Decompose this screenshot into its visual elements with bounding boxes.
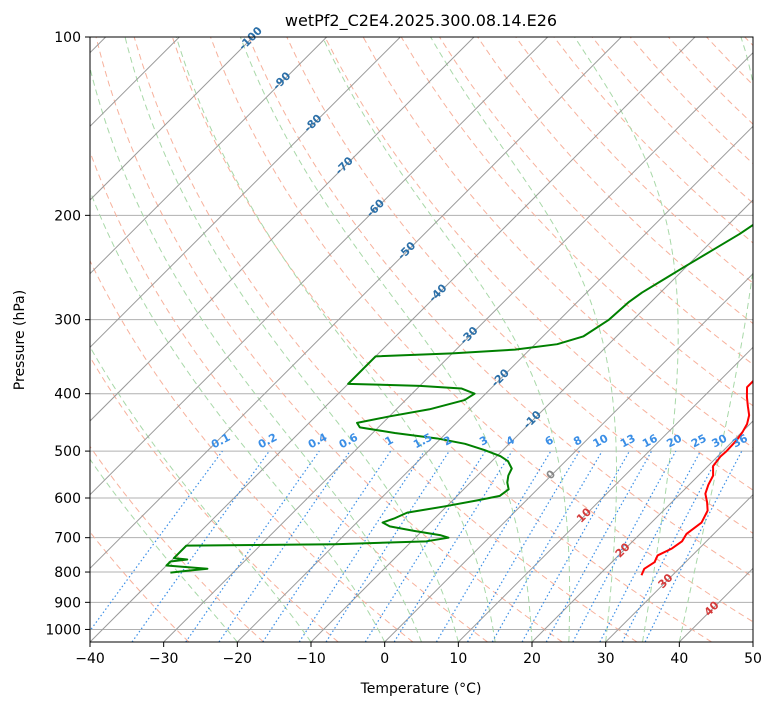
x-tick-label: 30: [597, 651, 615, 667]
moist-adiabat-line: [90, 189, 386, 642]
isotherm-line: [531, 420, 753, 642]
isotherm-line: [90, 37, 622, 570]
dry-adiabat-line: [210, 37, 753, 623]
x-axis-label: Temperature (°C): [360, 681, 482, 697]
moist-adiabat-line: [678, 37, 753, 642]
dry-adiabat-line: [90, 445, 264, 642]
y-tick-label: 500: [54, 444, 81, 460]
x-tick-label: −20: [223, 651, 253, 667]
y-tick-label: 300: [54, 313, 81, 329]
isotherm-line: [236, 125, 753, 642]
isotherm-line: [90, 37, 475, 422]
dry-adiabat-line: [324, 37, 753, 491]
isotherm-line: [384, 272, 753, 642]
x-axis: −40 −30 −20 −10 0 10 20 30 40 50: [75, 642, 762, 667]
mixing-ratio-label: 20: [664, 432, 684, 451]
mixing-ratio-line: [325, 450, 450, 642]
dry-adiabat-line: [515, 37, 753, 284]
isotherm-line: [90, 37, 696, 642]
x-tick-label: −10: [296, 651, 326, 667]
dry-adiabat-line: [90, 356, 339, 642]
mixing-ratio-line: [90, 450, 223, 632]
mixing-ratio-label: 13: [618, 432, 638, 451]
moist-adiabat-line: [90, 66, 422, 642]
mixing-ratio-line: [644, 450, 743, 642]
moist-adiabat-line: [430, 37, 618, 642]
dry-adiabat-line: [133, 37, 638, 642]
mixing-ratio-line: [298, 450, 425, 642]
y-axis-label: Pressure (hPa): [12, 290, 28, 390]
mixing-ratio-line: [185, 450, 320, 642]
mixing-ratio-line: [545, 450, 653, 642]
x-tick-label: −30: [149, 651, 179, 667]
y-axis: 100 200 300 400 500 600 700 800 900 1000: [45, 30, 90, 638]
mixing-ratio-label: 36: [730, 432, 750, 451]
dry-adiabat-line: [90, 259, 414, 642]
mixing-ratio-line: [262, 450, 392, 642]
chart-title: wetPf2_C2E4.2025.300.08.14.E26: [285, 11, 557, 31]
mixing-ratio-line: [393, 450, 513, 642]
mixing-ratio-line: [572, 450, 677, 642]
y-tick-label: 600: [54, 491, 81, 507]
plot-frame: [89, 36, 754, 643]
moist-adiabat-line: [239, 37, 533, 642]
isotherm-line: [90, 37, 401, 349]
mixing-ratio-line: [218, 450, 351, 642]
x-tick-label: 40: [670, 651, 688, 667]
dry-adiabat-line: [95, 37, 563, 642]
y-tick-label: 1000: [45, 622, 81, 638]
moist-adiabat-line: [90, 458, 238, 642]
y-tick-label: 400: [54, 387, 81, 403]
y-tick-label: 200: [54, 208, 81, 224]
isotherm-line: [90, 37, 328, 275]
moist-adiabat-line: [124, 37, 459, 642]
mixing-ratio-line: [131, 450, 270, 642]
mixing-ratio-line: [521, 450, 631, 642]
x-tick-label: 20: [523, 651, 541, 667]
dry-adiabat-line: [248, 37, 753, 578]
dry-adiabat-line: [286, 37, 753, 534]
isotherm-line: [90, 37, 254, 201]
x-tick-label: 10: [449, 651, 467, 667]
dry-adiabat-line: [171, 37, 712, 642]
dewpoint-line: [165, 223, 753, 574]
isotherm-line: [90, 37, 549, 496]
isotherm-line: [605, 493, 753, 642]
temperature-line: [640, 379, 753, 576]
x-tick-label: 0: [380, 651, 389, 667]
moist-adiabat-line: [322, 37, 571, 642]
isotherm-line: [163, 51, 753, 642]
y-tick-label: 800: [54, 565, 81, 581]
y-tick-label: 100: [54, 30, 81, 46]
moist-adiabat-line: [574, 37, 679, 642]
mixing-ratio-label: 25: [689, 432, 709, 451]
y-tick-label: 900: [54, 595, 81, 611]
series-layer: [165, 223, 753, 576]
mixing-ratio-label: 30: [710, 432, 730, 451]
y-tick-label: 700: [54, 531, 81, 547]
mixing-ratio-label: 16: [640, 432, 660, 451]
mixing-ratio-label: 10: [591, 432, 611, 451]
moist-adiabat-line: [175, 37, 496, 642]
x-tick-label: −40: [75, 651, 105, 667]
isotherm-line: [457, 346, 753, 642]
x-tick-label: 50: [744, 651, 762, 667]
background-lines: [90, 37, 753, 642]
